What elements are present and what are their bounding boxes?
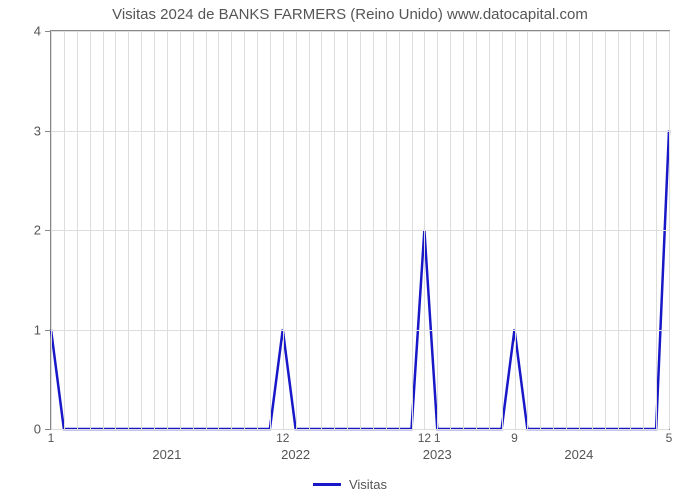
gridline-v bbox=[630, 31, 631, 429]
x-axis-year-label: 2022 bbox=[281, 447, 310, 462]
gridline-v bbox=[103, 31, 104, 429]
gridline-v bbox=[347, 31, 348, 429]
y-axis-label: 4 bbox=[34, 24, 41, 39]
visits-chart: Visitas 2024 de BANKS FARMERS (Reino Uni… bbox=[0, 0, 700, 500]
y-axis-label: 1 bbox=[34, 322, 41, 337]
gridline-v bbox=[51, 31, 52, 429]
gridline-v bbox=[489, 31, 490, 429]
gridline-v bbox=[566, 31, 567, 429]
gridline-v bbox=[154, 31, 155, 429]
x-axis-year-label: 2023 bbox=[423, 447, 452, 462]
gridline-v bbox=[64, 31, 65, 429]
gridline-v bbox=[656, 31, 657, 429]
x-axis-year-label: 2024 bbox=[564, 447, 593, 462]
x-axis-year-label: 2021 bbox=[152, 447, 181, 462]
gridline-v bbox=[180, 31, 181, 429]
gridline-v bbox=[90, 31, 91, 429]
legend: Visitas bbox=[313, 477, 387, 492]
gridline-v bbox=[193, 31, 194, 429]
x-axis-value-label: 12 bbox=[276, 431, 289, 445]
x-axis-value-label: 9 bbox=[511, 431, 518, 445]
x-axis-value-label: 1 bbox=[48, 431, 55, 445]
legend-swatch bbox=[313, 483, 341, 486]
gridline-v bbox=[128, 31, 129, 429]
gridline-v bbox=[669, 31, 670, 429]
gridline-v bbox=[592, 31, 593, 429]
x-axis-value-label: 1 bbox=[434, 431, 441, 445]
gridline-v bbox=[167, 31, 168, 429]
x-axis-value-label: 5 bbox=[666, 431, 673, 445]
gridline-v bbox=[244, 31, 245, 429]
gridline-v bbox=[386, 31, 387, 429]
chart-title: Visitas 2024 de BANKS FARMERS (Reino Uni… bbox=[0, 0, 700, 23]
gridline-v bbox=[309, 31, 310, 429]
gridline-v bbox=[527, 31, 528, 429]
gridline-v bbox=[257, 31, 258, 429]
gridline-h bbox=[51, 429, 669, 430]
gridline-v bbox=[605, 31, 606, 429]
gridline-v bbox=[579, 31, 580, 429]
gridline-v bbox=[206, 31, 207, 429]
gridline-v bbox=[643, 31, 644, 429]
gridline-v bbox=[115, 31, 116, 429]
gridline-v bbox=[296, 31, 297, 429]
gridline-v bbox=[218, 31, 219, 429]
gridline-v bbox=[334, 31, 335, 429]
gridline-v bbox=[450, 31, 451, 429]
gridline-v bbox=[618, 31, 619, 429]
gridline-v bbox=[231, 31, 232, 429]
plot-area: 01234112121952021202220232024 bbox=[50, 30, 670, 430]
gridline-v bbox=[77, 31, 78, 429]
y-tick bbox=[45, 429, 51, 430]
gridline-v bbox=[476, 31, 477, 429]
gridline-v bbox=[412, 31, 413, 429]
gridline-v bbox=[283, 31, 284, 429]
y-axis-label: 3 bbox=[34, 123, 41, 138]
gridline-v bbox=[141, 31, 142, 429]
gridline-v bbox=[437, 31, 438, 429]
x-axis-value-label: 12 bbox=[418, 431, 431, 445]
gridline-v bbox=[373, 31, 374, 429]
y-axis-label: 0 bbox=[34, 422, 41, 437]
gridline-v bbox=[463, 31, 464, 429]
y-axis-label: 2 bbox=[34, 223, 41, 238]
gridline-v bbox=[399, 31, 400, 429]
gridline-v bbox=[270, 31, 271, 429]
gridline-v bbox=[502, 31, 503, 429]
gridline-v bbox=[540, 31, 541, 429]
legend-label: Visitas bbox=[349, 477, 387, 492]
gridline-v bbox=[424, 31, 425, 429]
gridline-v bbox=[321, 31, 322, 429]
gridline-v bbox=[360, 31, 361, 429]
gridline-v bbox=[553, 31, 554, 429]
gridline-v bbox=[515, 31, 516, 429]
